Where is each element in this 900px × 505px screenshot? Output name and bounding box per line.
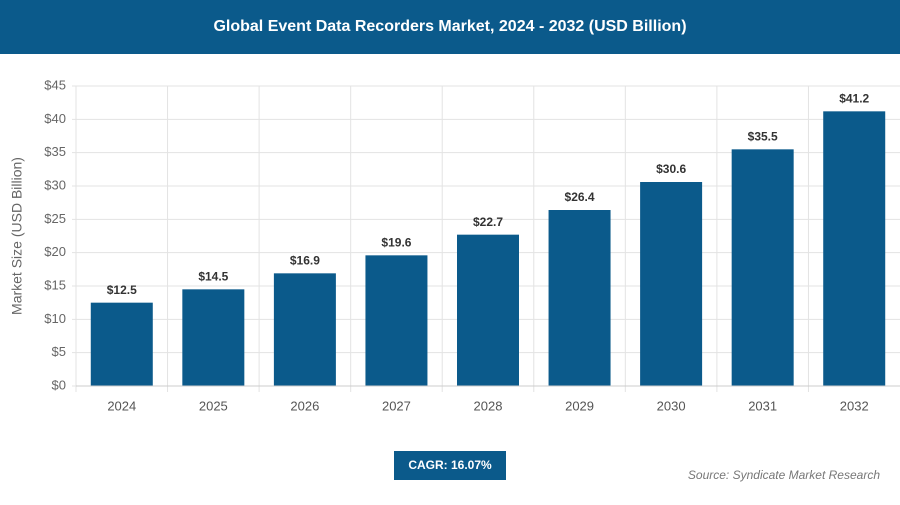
- y-tick-label: $25: [44, 211, 66, 226]
- x-tick-label: 2025: [199, 398, 228, 413]
- bar: [273, 273, 336, 386]
- value-label: $14.5: [198, 270, 228, 284]
- value-label: $41.2: [839, 92, 869, 106]
- bar: [90, 302, 153, 386]
- y-tick-label: $0: [52, 377, 66, 392]
- value-label: $35.5: [748, 130, 778, 144]
- y-tick-label: $10: [44, 311, 66, 326]
- bar: [640, 182, 703, 386]
- bar: [823, 111, 886, 386]
- y-tick-label: $45: [44, 77, 66, 92]
- x-tick-label: 2030: [657, 398, 686, 413]
- x-tick-label: 2026: [290, 398, 319, 413]
- value-label: $26.4: [565, 190, 595, 204]
- value-label: $30.6: [656, 162, 686, 176]
- value-label: $22.7: [473, 215, 503, 229]
- x-tick-label: 2032: [840, 398, 869, 413]
- y-tick-label: $15: [44, 277, 66, 292]
- x-tick-label: 2028: [474, 398, 503, 413]
- value-label: $16.9: [290, 254, 320, 268]
- bar: [548, 210, 611, 386]
- cagr-box: [394, 451, 506, 480]
- y-tick-label: $20: [44, 244, 66, 259]
- x-tick-label: 2024: [107, 398, 136, 413]
- y-tick-label: $35: [44, 144, 66, 159]
- bar: [365, 255, 428, 386]
- x-tick-label: 2029: [565, 398, 594, 413]
- bar: [731, 149, 794, 386]
- bar: [182, 289, 245, 386]
- bar: [457, 234, 519, 386]
- source-note: Source: Syndicate Market Research: [688, 468, 880, 482]
- value-label: $12.5: [107, 283, 137, 297]
- y-tick-label: $40: [44, 111, 66, 126]
- y-tick-label: $30: [44, 177, 66, 192]
- y-tick-label: $5: [52, 344, 66, 359]
- cagr-label: CAGR: 16.07%: [408, 458, 492, 472]
- chart-title: Global Event Data Recorders Market, 2024…: [213, 18, 686, 35]
- y-axis-title: Market Size (USD Billion): [9, 157, 25, 315]
- value-label: $19.6: [381, 236, 411, 250]
- header-bar: [0, 0, 900, 54]
- x-tick-label: 2027: [382, 398, 411, 413]
- x-tick-label: 2031: [748, 398, 777, 413]
